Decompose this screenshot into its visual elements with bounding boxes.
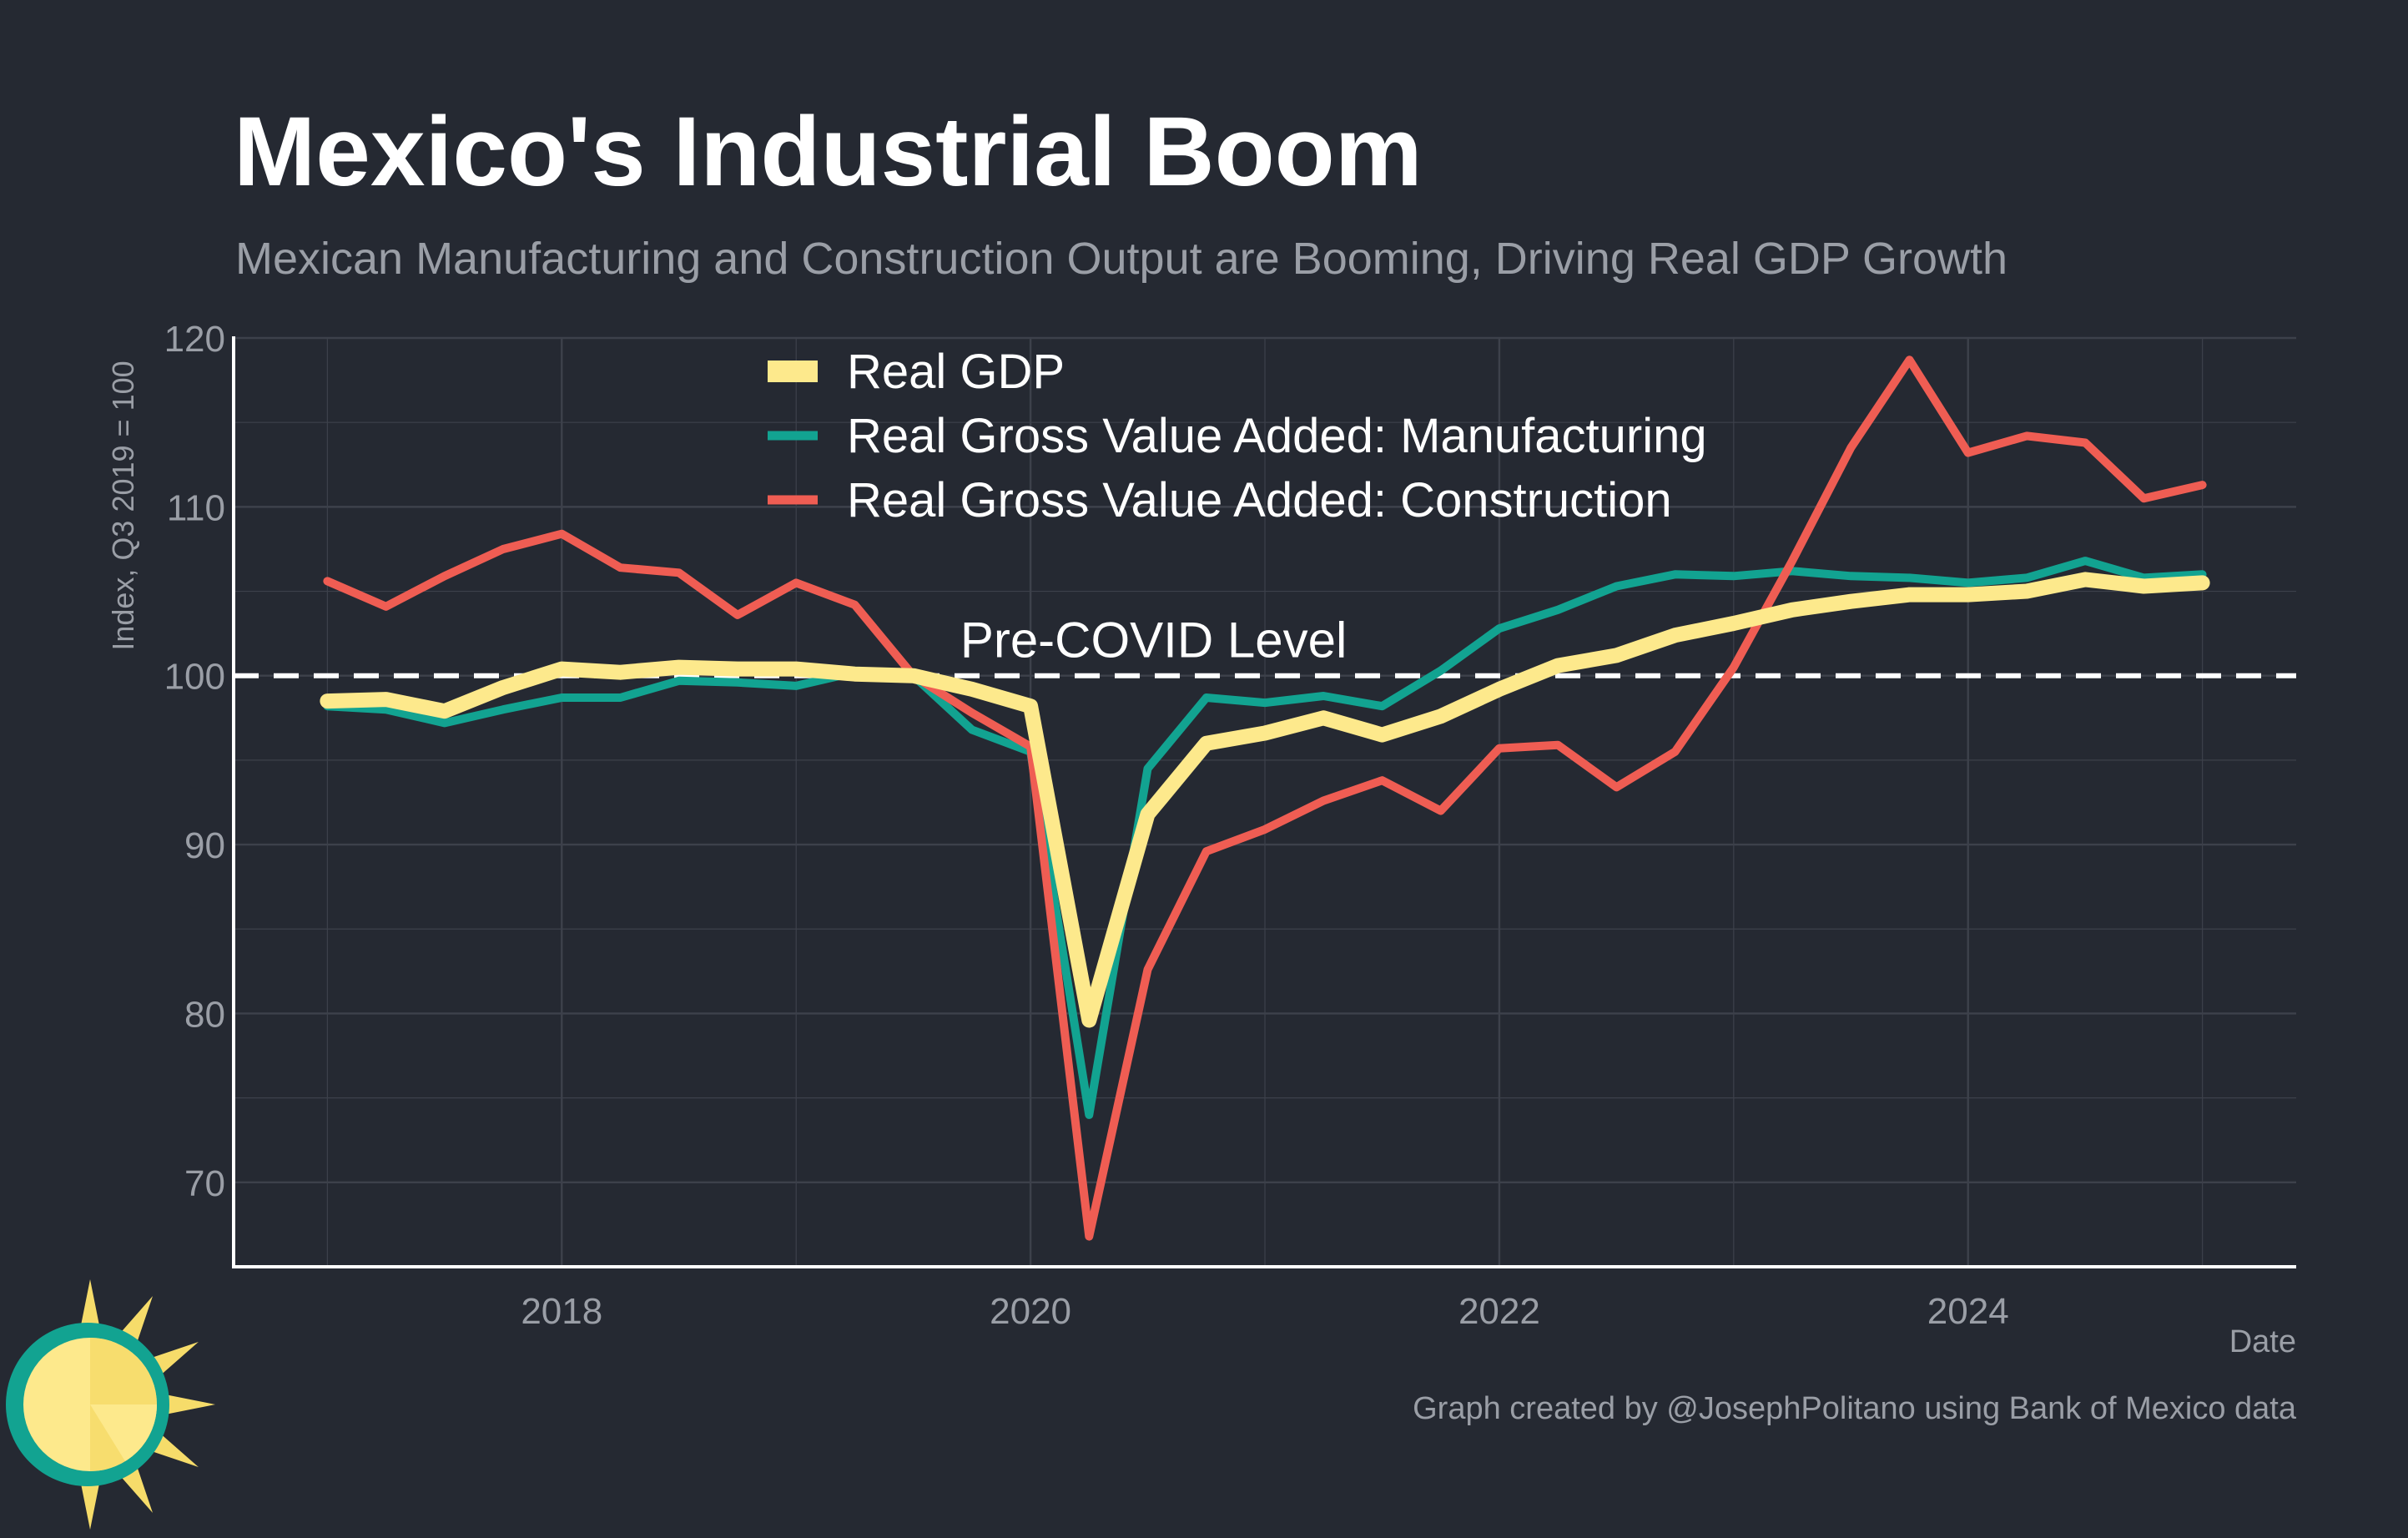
legend-label: Real Gross Value Added: Construction [847,473,1672,527]
y-tick-label: 120 [164,319,225,360]
x-tick-label: 2018 [521,1291,602,1332]
sun-icon [6,1279,215,1530]
y-tick-label: 70 [184,1163,225,1204]
x-axis-label: Date [2229,1324,2296,1359]
y-tick-label: 110 [167,487,225,528]
y-tick-label: 100 [164,657,225,698]
series-line-real-gdp [320,572,2210,1028]
y-axis-label: Index, Q3 2019 = 100 [106,361,140,650]
sun-ray [78,1473,102,1530]
legend-label: Real Gross Value Added: Manufacturing [847,409,1707,463]
y-tick-label: 90 [184,825,225,866]
x-tick-label: 2024 [1927,1291,2009,1332]
caption: Graph created by @JosephPolitano using B… [1413,1391,2297,1426]
grid [234,336,2296,1268]
legend-label: Real GDP [847,345,1065,399]
sun-ray [78,1279,102,1336]
series-line-real-gross-value-added-manufacturing [323,557,2207,1119]
sun-ray [159,1393,215,1416]
x-tick-label: 2020 [990,1291,1071,1332]
reference-line-group: Pre-COVID Level [234,613,2296,678]
series-group [320,356,2210,1241]
legend: Real GDP Real Gross Value Added: Manufact… [768,345,1707,527]
y-tick-label: 80 [184,994,225,1035]
chart-subtitle: Mexican Manufacturing and Construction O… [235,234,2008,284]
series-line-real-gross-value-added-construction [323,356,2207,1241]
chart-title: Mexico's Industrial Boom [234,97,1423,207]
axes: 70 80 90 100 110 120 2018 2020 2022 2024 [164,319,2296,1332]
x-tick-label: 2022 [1458,1291,1540,1332]
reference-line-label: Pre-COVID Level [960,613,1347,668]
